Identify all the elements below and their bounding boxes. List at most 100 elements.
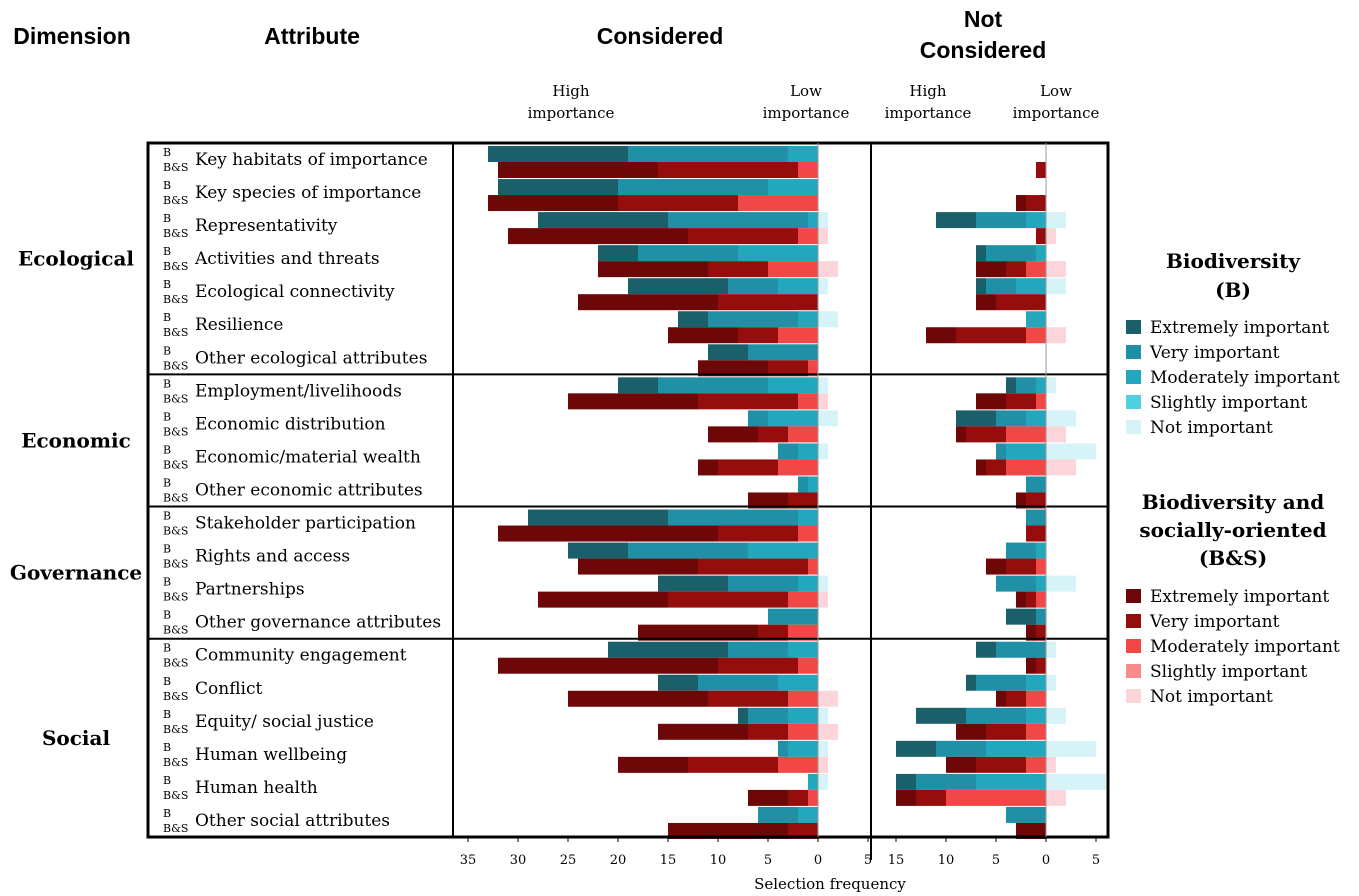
bar-notconsidered-bs-row5-level2 bbox=[1026, 327, 1046, 344]
row-tag-bs: B&S bbox=[163, 624, 188, 637]
bar-considered-b-row5-level1 bbox=[708, 311, 798, 328]
considered-axis-tick-label: 20 bbox=[610, 853, 627, 868]
table-border bbox=[146, 141, 1110, 839]
not-considered-high-label-line2: importance bbox=[885, 104, 972, 122]
bar-considered-b-row15-level2 bbox=[788, 641, 818, 658]
bar-notconsidered-bs-row9-level2 bbox=[1006, 459, 1046, 476]
bar-considered-b-row12-level2 bbox=[748, 542, 818, 559]
bar-considered-bs-row4-level1 bbox=[718, 294, 818, 311]
legend-bs-swatch bbox=[1126, 589, 1141, 603]
row-tag-bs: B&S bbox=[163, 194, 188, 207]
legend-bs-swatch bbox=[1126, 689, 1141, 703]
bar-considered-b-row20-level2 bbox=[798, 806, 818, 823]
bar-notconsidered-b-row19-level0 bbox=[896, 773, 916, 790]
considered-low-label-line2: importance bbox=[763, 104, 850, 122]
bar-considered-b-row0-level0 bbox=[488, 146, 628, 162]
bar-considered-b-row12-level1 bbox=[628, 542, 748, 559]
bar-notconsidered-bs-row19-level0 bbox=[896, 789, 916, 806]
not-considered-axis-tick-label: 15 bbox=[888, 853, 905, 868]
bar-considered-b-row18-level2 bbox=[788, 740, 818, 757]
not-considered-axis-tick-label: 5 bbox=[992, 853, 1000, 868]
bar-notconsidered-bs-row12-level2 bbox=[1036, 558, 1046, 575]
bar-notconsidered-b-row12-level1 bbox=[1006, 542, 1036, 559]
bar-notconsidered-bs-row7-level1 bbox=[1006, 393, 1036, 410]
legend-b-label: Extremely important bbox=[1150, 318, 1329, 338]
bar-considered-bs-row11-level1 bbox=[718, 525, 798, 542]
bar-considered-bs-row7-level4 bbox=[818, 393, 828, 410]
bar-considered-b-row8-level2 bbox=[768, 410, 818, 427]
row-tag-b: B bbox=[163, 807, 171, 820]
bar-notconsidered-bs-row18-level4 bbox=[1046, 756, 1056, 773]
bar-considered-bs-row2-level2 bbox=[798, 228, 818, 245]
considered-axis-tick-label: 35 bbox=[460, 853, 477, 868]
bar-notconsidered-bs-row16-level0 bbox=[996, 690, 1006, 707]
row-tag-bs: B&S bbox=[163, 227, 188, 240]
bar-notconsidered-bs-row5-level0 bbox=[926, 327, 956, 344]
bar-notconsidered-bs-row20-level0 bbox=[1016, 822, 1046, 839]
bar-considered-bs-row13-level4 bbox=[818, 591, 828, 608]
bar-considered-bs-row16-level4 bbox=[818, 690, 838, 707]
bar-considered-b-row8-level4 bbox=[818, 410, 838, 427]
row-labels-layer: B B&S Key habitats of importance B B&S Key sp… bbox=[163, 146, 441, 835]
row-tag-bs: B&S bbox=[163, 326, 188, 339]
bar-considered-bs-row20-level0 bbox=[668, 822, 788, 839]
header-considered: Considered bbox=[597, 23, 724, 49]
row-tag-b: B bbox=[163, 410, 171, 423]
bar-notconsidered-b-row19-level1 bbox=[916, 773, 976, 790]
legend-bs-label: Very important bbox=[1149, 612, 1280, 632]
not-considered-high-label-line1: High bbox=[909, 82, 946, 100]
row-tag-bs: B&S bbox=[163, 558, 188, 571]
row-tag-b: B bbox=[163, 675, 171, 688]
bar-considered-bs-row17-level0 bbox=[658, 723, 748, 740]
bar-considered-bs-row20-level1 bbox=[788, 822, 818, 839]
bar-notconsidered-bs-row18-level0 bbox=[946, 756, 976, 773]
considered-axis-tick-label: 0 bbox=[814, 853, 822, 868]
not-considered-axis-tick-label: 5 bbox=[1092, 853, 1100, 868]
bar-considered-bs-row11-level0 bbox=[498, 525, 718, 542]
row-tag-b: B bbox=[163, 278, 171, 291]
bar-considered-bs-row3-level2 bbox=[768, 261, 818, 278]
bar-considered-bs-row7-level2 bbox=[798, 393, 818, 410]
row-tag-bs: B&S bbox=[163, 690, 188, 703]
attribute-label: Other ecological attributes bbox=[195, 348, 427, 368]
bar-considered-b-row3-level0 bbox=[598, 245, 638, 262]
legend-b-swatch bbox=[1126, 420, 1141, 434]
bar-considered-b-row17-level1 bbox=[748, 707, 788, 724]
row-tag-bs: B&S bbox=[163, 657, 188, 670]
legend-b-label: Very important bbox=[1149, 343, 1280, 363]
bar-considered-bs-row12-level0 bbox=[578, 558, 698, 575]
considered-axis-tick-label: 10 bbox=[710, 853, 727, 868]
bar-notconsidered-b-row2-level1 bbox=[976, 212, 1026, 229]
bar-notconsidered-b-row9-level1 bbox=[996, 443, 1006, 460]
attribute-label: Resilience bbox=[195, 315, 284, 335]
bar-considered-bs-row2-level1 bbox=[688, 228, 798, 245]
bar-considered-bs-row7-level0 bbox=[568, 393, 698, 410]
bar-notconsidered-bs-row14-level0 bbox=[1026, 624, 1036, 641]
bar-notconsidered-b-row13-level1 bbox=[996, 575, 1036, 592]
bar-considered-b-row15-level0 bbox=[608, 641, 728, 658]
row-tag-bs: B&S bbox=[163, 392, 188, 405]
bar-notconsidered-b-row18-level4 bbox=[1046, 740, 1096, 757]
bar-considered-b-row19-level2 bbox=[808, 773, 818, 790]
legend-b-swatch bbox=[1126, 370, 1141, 384]
attribute-label: Other economic attributes bbox=[195, 480, 423, 500]
bar-notconsidered-b-row9-level4 bbox=[1046, 443, 1096, 460]
bar-notconsidered-bs-row8-level2 bbox=[1006, 426, 1046, 443]
row-tag-b: B bbox=[163, 774, 171, 787]
attribute-label: Other governance attributes bbox=[195, 613, 441, 633]
bar-considered-b-row18-level1 bbox=[778, 740, 788, 757]
bar-considered-bs-row7-level1 bbox=[698, 393, 798, 410]
table-frame bbox=[146, 141, 1110, 860]
bar-considered-b-row11-level0 bbox=[528, 509, 668, 526]
bar-notconsidered-bs-row5-level1 bbox=[956, 327, 1026, 344]
bar-notconsidered-bs-row17-level2 bbox=[1026, 723, 1046, 740]
bar-considered-bs-row19-level0 bbox=[748, 789, 788, 806]
bar-considered-b-row7-level0 bbox=[618, 377, 658, 394]
bar-notconsidered-bs-row15-level0 bbox=[1026, 657, 1036, 674]
bar-considered-b-row20-level1 bbox=[758, 806, 798, 823]
bar-considered-b-row17-level4 bbox=[818, 707, 828, 724]
legend-bs-label: Not important bbox=[1150, 687, 1273, 707]
legend-b-title-line1: Biodiversity bbox=[1166, 249, 1301, 273]
bar-considered-b-row17-level0 bbox=[738, 707, 748, 724]
row-tag-bs: B&S bbox=[163, 293, 188, 306]
